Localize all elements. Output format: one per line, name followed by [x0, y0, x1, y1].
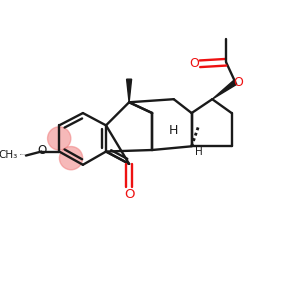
- Circle shape: [48, 127, 71, 150]
- Polygon shape: [127, 79, 132, 102]
- Text: O: O: [124, 188, 134, 201]
- Circle shape: [59, 146, 83, 170]
- Text: O: O: [233, 76, 243, 89]
- Text: H: H: [195, 146, 203, 157]
- Text: O: O: [189, 57, 199, 70]
- Text: H: H: [168, 124, 178, 137]
- Text: CH₃: CH₃: [0, 150, 18, 160]
- Text: methoxy: methoxy: [20, 154, 26, 155]
- Text: O: O: [37, 144, 46, 157]
- Polygon shape: [212, 80, 237, 99]
